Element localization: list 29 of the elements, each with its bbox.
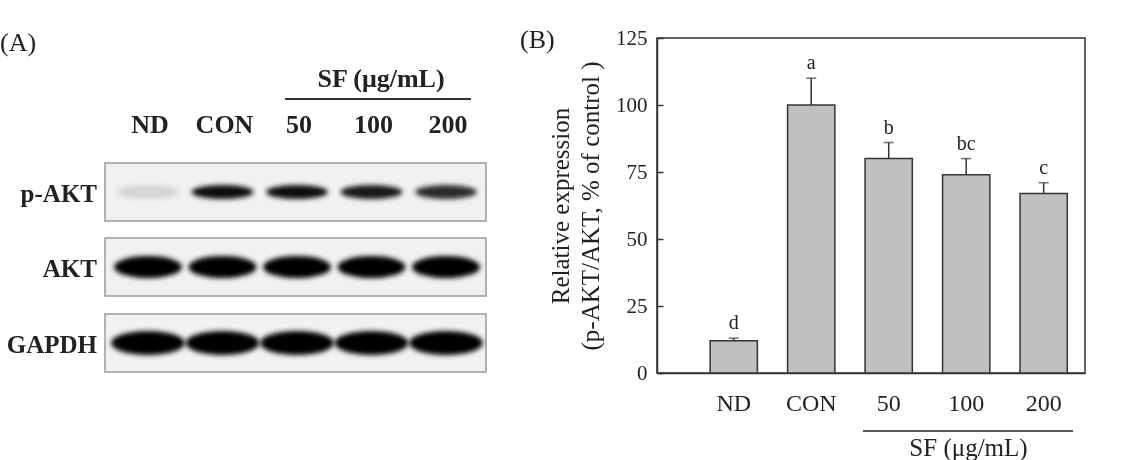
category-label: 200 [428, 110, 468, 139]
category-label: AKT [42, 255, 97, 282]
x-tick-label: 100 [948, 389, 985, 416]
category-label: ND [131, 110, 169, 139]
y-tick-label: 125 [616, 25, 648, 50]
category-label: CON [195, 110, 254, 139]
y-tick-label: 75 [626, 159, 648, 184]
x-tick-label: 50 [876, 389, 901, 416]
annotation: a [806, 51, 816, 74]
y-tick-label: 0 [637, 360, 648, 385]
category-label: GAPDH [6, 331, 97, 358]
chart-title: (B) [520, 25, 555, 54]
y-axis-title: Relative expression (p-AKT/AKT, % of control ) [547, 61, 605, 351]
annotation: d [728, 311, 739, 334]
x-tick-label: 200 [1025, 389, 1062, 416]
x-axis-title: SF (μg/mL) [909, 433, 1028, 460]
annotation: c [1039, 155, 1049, 178]
text: SF (μg/mL) [317, 64, 445, 93]
annotation: b [883, 115, 894, 138]
y-tick-label: 50 [626, 226, 648, 251]
x-tick-label: ND [716, 389, 752, 416]
x-tick-label: CON [785, 389, 837, 416]
annotation: bc [956, 131, 976, 154]
text: (A) [0, 28, 37, 57]
category-label: 100 [354, 110, 393, 139]
category-label: p-AKT [20, 180, 97, 207]
y-tick-label: 25 [626, 293, 648, 318]
y-tick-label: 100 [616, 92, 648, 117]
category-label: 50 [286, 110, 312, 139]
